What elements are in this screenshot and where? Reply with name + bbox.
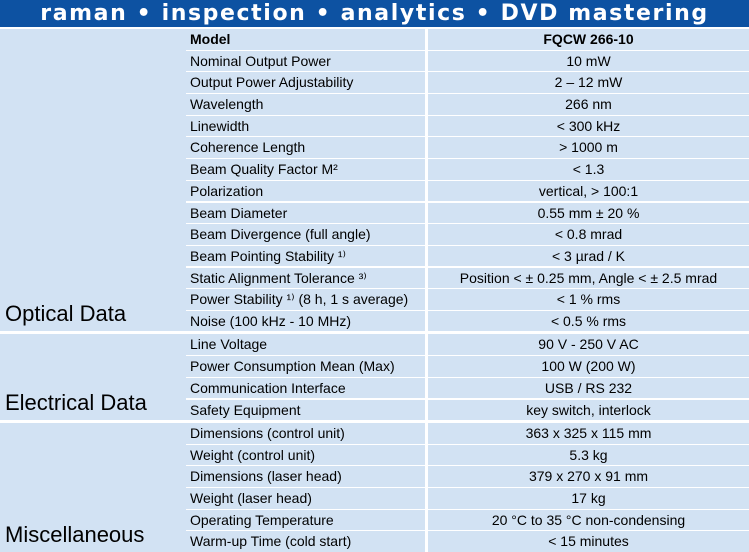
divider [0,27,749,29]
parameter-value: FQCW 266-10 [428,29,749,50]
table-row: Coherence Length > 1000 m [186,137,749,158]
spec-section: Electrical Data Line Voltage 90 V - 250 V … [0,334,749,423]
section-label: Electrical Data [5,390,147,415]
table-row: Nominal Output Power 10 mW [186,50,749,72]
parameter-value: 2 – 12 mW [428,72,749,93]
table-row: Weight (laser head) 17 kg [186,488,749,509]
parameter-name: Weight (control unit) [186,444,428,466]
parameter-name: Power Stability ¹⁾ (8 h, 1 s average) [186,289,428,310]
table-row: Warm-up Time (cold start) < 15 minutes [186,531,749,552]
parameter-value: < 1.3 [428,159,749,180]
parameter-name: Line Voltage [186,334,428,355]
parameter-name: Polarization [186,180,428,202]
spec-table: Optical Data Model FQCW 266-10 Nominal Outp… [0,29,749,552]
table-row: Safety Equipment key switch, interlock [186,399,749,420]
parameter-value: < 1 % rms [428,289,749,310]
table-row: Static Alignment Tolerance ³⁾ Position < … [186,267,749,289]
table-row: Beam Diameter 0.55 mm ± 20 % [186,202,749,223]
section-label-cell: Optical Data [0,29,186,332]
parameter-value: 100 W (200 W) [428,356,749,377]
table-row: Output Power Adjustability 2 – 12 mW [186,72,749,93]
parameter-value: < 15 minutes [428,531,749,552]
table-row: Model FQCW 266-10 [186,29,749,50]
parameter-value: 5.3 kg [428,444,749,466]
parameter-name: Safety Equipment [186,399,428,420]
parameter-value: > 1000 m [428,137,749,158]
parameter-value: 17 kg [428,488,749,509]
table-row: Power Stability ¹⁾ (8 h, 1 s average) < 1… [186,289,749,310]
parameter-value: key switch, interlock [428,399,749,420]
parameter-name: Power Consumption Mean (Max) [186,356,428,377]
parameter-value: 266 nm [428,94,749,115]
parameter-name: Beam Diameter [186,202,428,223]
parameter-name: Communication Interface [186,377,428,399]
parameter-name: Dimensions (control unit) [186,423,428,444]
table-row: Dimensions (laser head) 379 x 270 x 91 mm [186,466,749,487]
table-row: Line Voltage 90 V - 250 V AC [186,334,749,355]
header-title: raman • inspection • analytics • DVD mas… [40,1,709,26]
section-label: Miscellaneous [5,521,145,547]
page-header: raman • inspection • analytics • DVD mas… [0,0,749,27]
parameter-name: Noise (100 kHz - 10 MHz) [186,310,428,332]
parameter-value: 10 mW [428,50,749,72]
parameter-name: Coherence Length [186,137,428,158]
parameter-value: < 0.5 % rms [428,310,749,332]
section-label: Optical Data [5,301,127,327]
table-row: Operating Temperature 20 °C to 35 °C non-… [186,509,749,531]
parameter-value: 379 x 270 x 91 mm [428,466,749,487]
parameter-name: Nominal Output Power [186,50,428,72]
section-rows: Line Voltage 90 V - 250 V AC Power Consump… [186,334,749,420]
spec-section: Miscellaneous Dimensions (control unit) 36… [0,423,749,552]
table-row: Wavelength 266 nm [186,94,749,115]
parameter-name: Model [186,29,428,50]
spec-section: Optical Data Model FQCW 266-10 Nominal Outp… [0,29,749,335]
parameter-value: < 300 kHz [428,115,749,137]
parameter-value: 20 °C to 35 °C non-condensing [428,509,749,531]
parameter-value: < 3 µrad / K [428,245,749,267]
section-label-cell: Electrical Data [0,334,186,420]
parameter-value: 363 x 325 x 115 mm [428,423,749,444]
table-row: Beam Divergence (full angle) < 0.8 mrad [186,224,749,245]
table-row: Polarization vertical, > 100:1 [186,180,749,202]
section-rows: Model FQCW 266-10 Nominal Output Power 10 m… [186,29,749,332]
parameter-name: Beam Pointing Stability ¹⁾ [186,245,428,267]
parameter-name: Warm-up Time (cold start) [186,531,428,552]
parameter-name: Static Alignment Tolerance ³⁾ [186,267,428,289]
parameter-value: USB / RS 232 [428,377,749,399]
section-rows: Dimensions (control unit) 363 x 325 x 115… [186,423,749,552]
parameter-name: Linewidth [186,115,428,137]
parameter-value: vertical, > 100:1 [428,180,749,202]
table-row: Linewidth < 300 kHz [186,115,749,137]
section-label-cell: Miscellaneous [0,423,186,552]
parameter-value: < 0.8 mrad [428,224,749,245]
parameter-name: Wavelength [186,94,428,115]
table-row: Noise (100 kHz - 10 MHz) < 0.5 % rms [186,310,749,332]
parameter-value: 90 V - 250 V AC [428,334,749,355]
table-row: Beam Quality Factor M² < 1.3 [186,159,749,180]
parameter-name: Beam Quality Factor M² [186,159,428,180]
table-row: Communication Interface USB / RS 232 [186,377,749,399]
table-row: Weight (control unit) 5.3 kg [186,444,749,466]
parameter-value: Position < ± 0.25 mm, Angle < ± 2.5 mrad [428,267,749,289]
parameter-value: 0.55 mm ± 20 % [428,202,749,223]
table-row: Dimensions (control unit) 363 x 325 x 115… [186,423,749,444]
table-row: Beam Pointing Stability ¹⁾ < 3 µrad / K [186,245,749,267]
parameter-name: Beam Divergence (full angle) [186,224,428,245]
table-row: Power Consumption Mean (Max) 100 W (200 W… [186,356,749,377]
parameter-name: Weight (laser head) [186,488,428,509]
parameter-name: Operating Temperature [186,509,428,531]
parameter-name: Dimensions (laser head) [186,466,428,487]
parameter-name: Output Power Adjustability [186,72,428,93]
